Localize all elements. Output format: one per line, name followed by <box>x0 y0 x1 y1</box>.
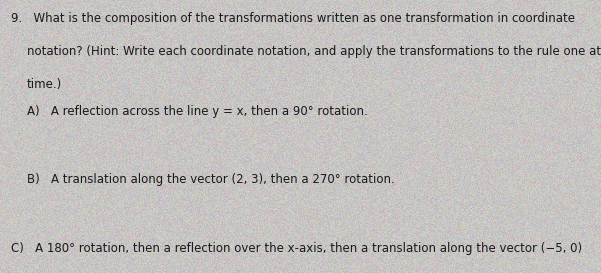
Text: B)   A translation along the vector (2, 3), then a 270° rotation.: B) A translation along the vector (2, 3)… <box>27 173 395 186</box>
Text: 9.   What is the composition of the transformations written as one transformatio: 9. What is the composition of the transf… <box>11 12 575 25</box>
Text: time.): time.) <box>27 78 63 91</box>
Text: notation? (Hint: Write each coordinate notation, and apply the transformations t: notation? (Hint: Write each coordinate n… <box>27 45 601 58</box>
Text: A)   A reflection across the line y = x, then a 90° rotation.: A) A reflection across the line y = x, t… <box>27 105 368 118</box>
Text: C)   A 180° rotation, then a reflection over the x-axis, then a translation alon: C) A 180° rotation, then a reflection ov… <box>11 242 582 255</box>
